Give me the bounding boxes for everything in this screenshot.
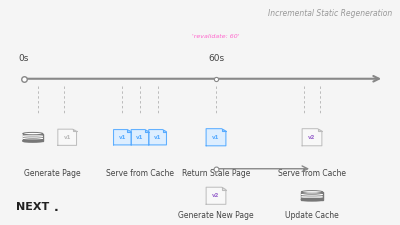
Text: Return Stale Page: Return Stale Page xyxy=(182,169,250,178)
Polygon shape xyxy=(163,130,166,132)
Polygon shape xyxy=(301,192,323,200)
Polygon shape xyxy=(222,129,226,131)
Text: Serve from Cache: Serve from Cache xyxy=(106,169,174,178)
Polygon shape xyxy=(114,130,131,145)
Polygon shape xyxy=(58,129,76,145)
Text: v1: v1 xyxy=(136,135,144,140)
Polygon shape xyxy=(206,129,226,146)
Polygon shape xyxy=(206,187,226,204)
Text: v2: v2 xyxy=(212,193,220,198)
Text: v1: v1 xyxy=(64,135,71,140)
Text: Generate New Page: Generate New Page xyxy=(178,212,254,220)
Text: Generate Page: Generate Page xyxy=(24,169,80,178)
Polygon shape xyxy=(131,130,149,145)
Ellipse shape xyxy=(301,198,323,201)
Text: Serve from Cache: Serve from Cache xyxy=(278,169,346,178)
Text: v1: v1 xyxy=(212,135,220,140)
Ellipse shape xyxy=(23,140,43,142)
Polygon shape xyxy=(23,134,43,141)
Text: v1: v1 xyxy=(154,135,161,140)
Polygon shape xyxy=(302,129,322,146)
Ellipse shape xyxy=(301,191,323,193)
Text: v1: v1 xyxy=(119,135,126,140)
Polygon shape xyxy=(222,187,226,190)
Text: 'revalidate: 60': 'revalidate: 60' xyxy=(192,34,240,39)
Text: .: . xyxy=(54,201,59,214)
Ellipse shape xyxy=(23,132,43,135)
Text: v2: v2 xyxy=(308,135,316,140)
Text: NEXT: NEXT xyxy=(16,202,49,212)
Polygon shape xyxy=(145,130,149,132)
Polygon shape xyxy=(72,129,76,131)
Text: 60s: 60s xyxy=(208,54,224,63)
Polygon shape xyxy=(128,130,131,132)
Polygon shape xyxy=(149,130,166,145)
Text: Incremental Static Regeneration: Incremental Static Regeneration xyxy=(268,9,392,18)
Polygon shape xyxy=(318,129,322,131)
Text: 0s: 0s xyxy=(19,54,29,63)
Text: Update Cache: Update Cache xyxy=(285,212,339,220)
